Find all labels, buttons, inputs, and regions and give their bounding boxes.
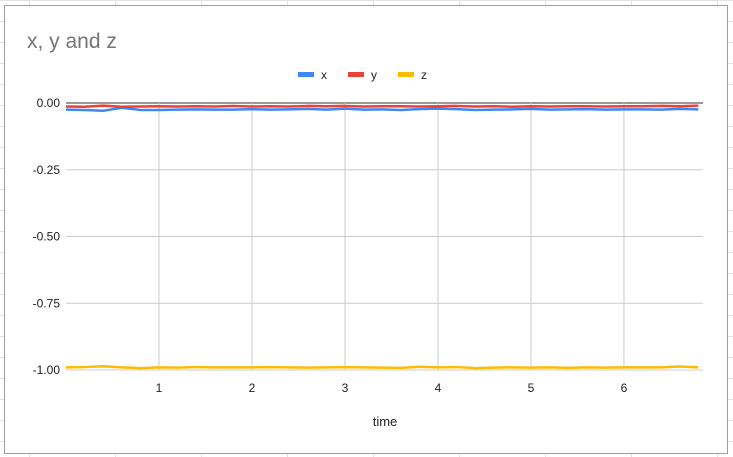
chart-container[interactable]: [4, 5, 728, 454]
y-tick-label: -0.50: [33, 230, 61, 244]
x-tick-label: 5: [528, 381, 535, 395]
legend-label-y: y: [371, 68, 377, 82]
y-tick-label: -0.25: [33, 163, 61, 177]
legend-label-x: x: [321, 68, 327, 82]
x-tick-label: 2: [249, 381, 256, 395]
x-axis-label: time: [373, 414, 398, 429]
y-tick-label: -1.00: [33, 363, 61, 377]
series-line-y: [65, 104, 699, 108]
series-line-x: [65, 106, 699, 112]
legend-swatch-y: [348, 72, 364, 77]
chart-title: x, y and z: [27, 30, 117, 53]
y-tick-label: -0.75: [33, 296, 61, 310]
x-tick-label: 4: [435, 381, 442, 395]
x-tick-label: 3: [342, 381, 349, 395]
x-tick-label: 6: [621, 381, 628, 395]
x-tick-label: 1: [156, 381, 163, 395]
legend-swatch-x: [298, 72, 314, 77]
y-tick-label: 0.00: [37, 96, 61, 110]
legend-label-z: z: [421, 68, 427, 82]
legend-swatch-z: [398, 72, 414, 77]
series-line-z: [65, 365, 699, 370]
